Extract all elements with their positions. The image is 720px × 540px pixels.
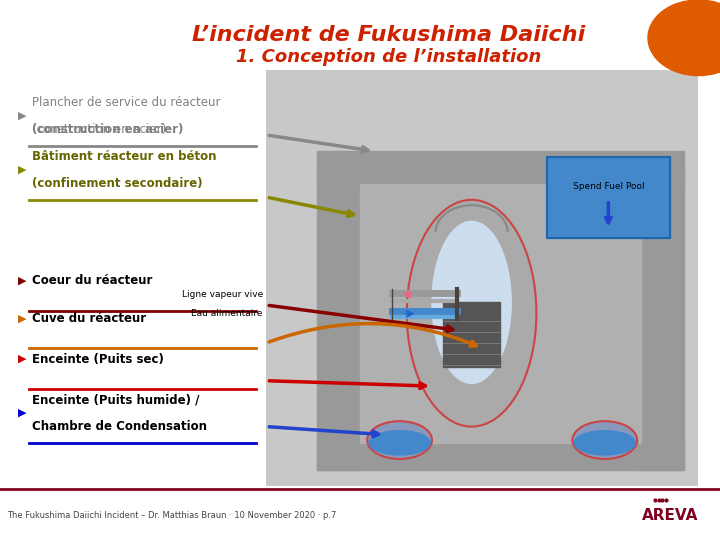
Text: (construction en acier): (construction en acier) [32, 123, 166, 136]
Ellipse shape [407, 200, 536, 427]
Bar [317, 443, 684, 470]
Text: Plancher de service du réacteur: Plancher de service du réacteur [32, 96, 221, 109]
Text: Ligne vapeur vive: Ligne vapeur vive [181, 290, 263, 299]
Text: Chambre de Condensation: Chambre de Condensation [32, 420, 207, 433]
Bar [360, 184, 641, 443]
Text: ▶: ▶ [18, 408, 27, 418]
Text: The Fukushima Daiichi Incident – Dr. Matthias Braun · 10 November 2020 · p.7: The Fukushima Daiichi Incident – Dr. Mat… [7, 511, 336, 520]
Text: Spend Fuel Pool: Spend Fuel Pool [572, 182, 644, 191]
Text: AREVA: AREVA [642, 508, 698, 523]
Circle shape [648, 0, 720, 76]
Text: ▶: ▶ [18, 165, 27, 175]
Text: (confinement secondaire): (confinement secondaire) [32, 177, 203, 190]
Text: Enceinte (Puits humide) /: Enceinte (Puits humide) / [32, 393, 199, 406]
Text: Bâtiment réacteur en béton: Bâtiment réacteur en béton [32, 150, 217, 163]
Text: Cuve du réacteur: Cuve du réacteur [32, 312, 147, 325]
Text: 1. Conception de l’installation: 1. Conception de l’installation [236, 48, 541, 66]
Ellipse shape [572, 421, 637, 459]
Text: (construction en acier): (construction en acier) [32, 123, 184, 136]
Text: L’incident de Fukushima Daiichi: L’incident de Fukushima Daiichi [192, 25, 585, 45]
Text: ▶: ▶ [18, 354, 27, 364]
Ellipse shape [432, 221, 511, 383]
Text: Enceinte (Puits sec): Enceinte (Puits sec) [32, 353, 164, 366]
Text: ▶: ▶ [18, 111, 27, 121]
Text: ▶: ▶ [18, 314, 27, 323]
Bar [317, 173, 360, 470]
Bar [634, 173, 684, 470]
Bar [443, 302, 500, 367]
Text: ▶: ▶ [18, 276, 27, 286]
Bar [547, 157, 670, 238]
FancyBboxPatch shape [266, 70, 698, 486]
Ellipse shape [369, 431, 431, 455]
Bar [317, 151, 684, 184]
Ellipse shape [575, 431, 635, 455]
Text: Eau alimentaire: Eau alimentaire [192, 309, 263, 318]
Text: Coeur du réacteur: Coeur du réacteur [32, 274, 153, 287]
Bar [547, 157, 670, 238]
Ellipse shape [367, 421, 432, 459]
